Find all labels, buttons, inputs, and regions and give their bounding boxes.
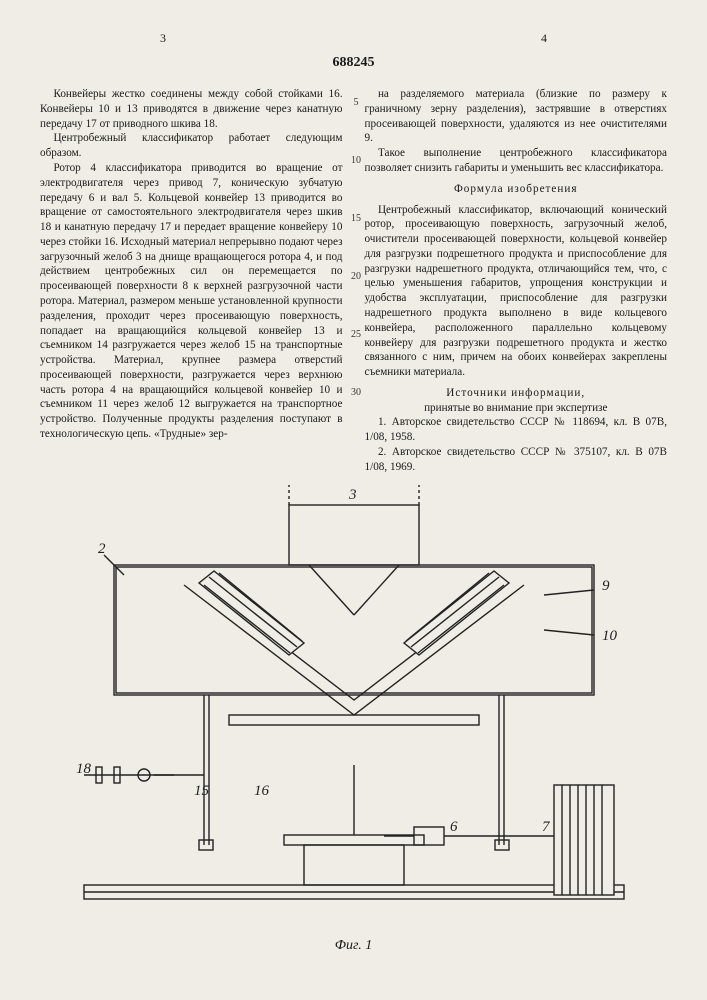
line-mark: 15 [349,190,363,248]
formula-heading: Формула изобретения [365,182,668,197]
figure-caption: Фиг. 1 [40,937,667,956]
paragraph: Центробежный классификатор работает след… [40,131,343,161]
document-number: 688245 [40,54,667,73]
fig-label-2: 2 [98,541,106,557]
fig-label-9: 9 [602,578,610,594]
paragraph: на разделяемого материала (близкие по ра… [365,87,668,146]
paragraph: Центробежный классификатор, включающий к… [365,203,668,380]
line-mark: 25 [349,306,363,364]
fig-label-18: 18 [76,761,92,777]
fig-label-16: 16 [254,783,270,799]
line-number-gutter: 5 10 15 20 25 30 [349,74,363,422]
fig-label-7: 7 [542,819,551,835]
line-mark: 20 [349,248,363,306]
paragraph: Ротор 4 классификатора приводится во вра… [40,161,343,442]
line-mark: 30 [349,364,363,422]
page-numbers: 3 4 [40,30,667,46]
figure-drawing: 2 3 9 10 6 7 15 16 18 [54,455,654,935]
fig-label-15: 15 [194,783,210,799]
right-page-number: 4 [541,30,547,46]
sources-subheading: принятые во внимание при экспертизе [365,401,668,416]
sources-heading: Источники информации, [365,386,668,401]
paragraph: Конвейеры жестко соединены между собой с… [40,87,343,131]
right-column: на разделяемого материала (близкие по ра… [365,87,668,437]
fig-label-6: 6 [450,819,458,835]
fig-label-3: 3 [348,487,357,503]
fig-label-10: 10 [602,628,618,644]
line-mark: 10 [349,132,363,190]
paragraph: Такое выполнение центробежного классифик… [365,146,668,176]
source-item: 1. Авторское свидетельство СССР № 118694… [365,415,668,445]
left-column: Конвейеры жестко соединены между собой с… [40,87,343,437]
left-page-number: 3 [160,30,166,46]
figure-1: 2 3 9 10 6 7 15 16 18 [40,455,667,935]
line-mark: 5 [349,74,363,132]
